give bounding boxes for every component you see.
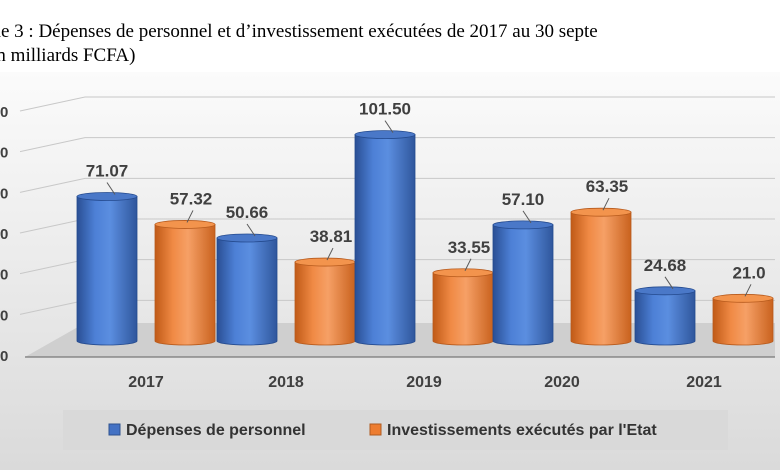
legend-box: [63, 410, 728, 450]
bar-personnel-2019-top: [354, 130, 416, 140]
gridline: [19, 96, 775, 112]
data-label: 101.50: [359, 100, 411, 119]
legend-label-personnel: Dépenses de personnel: [126, 422, 306, 439]
y-tick-label: 0: [0, 267, 8, 284]
y-axis-ticks: 0 0 0 0 0 0 0: [0, 104, 8, 365]
data-label-leader: [744, 284, 752, 297]
bar-investissements-2021: [712, 297, 774, 346]
bar-personnel-2018-top: [216, 233, 278, 243]
y-tick-label: 0: [0, 145, 8, 162]
caption-line-2: en milliards FCFA): [0, 45, 136, 66]
x-axis-labels: 2017 2018 2019 2020 2021: [128, 374, 722, 391]
data-label: 63.35: [586, 177, 629, 196]
y-tick-label: 0: [0, 348, 8, 365]
legend: Dépenses de personnel Investissements ex…: [63, 410, 728, 450]
bar-investissements-2021-top: [712, 293, 774, 303]
data-label: 24.68: [644, 256, 687, 275]
data-label: 50.66: [226, 203, 269, 222]
data-label-leader: [522, 210, 532, 224]
legend-swatch-personnel: [108, 423, 121, 436]
data-label-leader: [106, 182, 116, 195]
legend-swatch-investissements: [369, 423, 382, 436]
data-label: 33.55: [448, 238, 491, 257]
bar-personnel-2021: [634, 290, 696, 346]
bar-personnel-2017-top: [76, 192, 138, 201]
bar-investissements-2019: [432, 272, 494, 346]
bar-investissements-2020: [570, 211, 632, 346]
data-label-leader: [246, 223, 256, 237]
data-label-leader: [664, 276, 674, 290]
bar-investissements-2017-top: [154, 220, 216, 229]
data-label: 57.10: [502, 190, 545, 209]
data-labels: 71.07 57.32 50.66 38.81 101.50 33.55 57.10 63.3…: [86, 100, 766, 297]
caption-line-1: que 3 : Dépenses de personnel et d’inves…: [0, 21, 598, 42]
bar-investissements-2018-top: [294, 257, 356, 267]
y-tick-label: 0: [0, 104, 8, 121]
figure-caption: que 3 : Dépenses de personnel et d’inves…: [0, 20, 780, 72]
x-tick-label: 2021: [686, 374, 722, 391]
legend-label-investissements: Investissements exécutés par l'Etat: [387, 422, 657, 439]
data-label-leader: [384, 120, 394, 133]
bar-investissements-2019-top: [432, 268, 494, 278]
bar-personnel-2018: [216, 237, 278, 346]
x-tick-label: 2018: [268, 374, 304, 391]
data-label: 71.07: [86, 161, 129, 180]
data-label: 38.81: [310, 227, 353, 246]
data-label: 57.32: [170, 189, 213, 208]
y-tick-label: 0: [0, 185, 8, 202]
bar-investissements-2018: [294, 261, 356, 346]
bar-investissements-2017: [154, 224, 216, 346]
x-tick-label: 2019: [406, 374, 442, 391]
x-tick-label: 2017: [128, 374, 164, 391]
bars: [76, 130, 774, 346]
x-tick-label: 2020: [544, 374, 580, 391]
data-label-leader: [602, 197, 610, 211]
bar-personnel-2019: [354, 134, 416, 346]
data-label: 21.0: [732, 263, 765, 282]
y-tick-label: 0: [0, 226, 8, 243]
bar-investissements-2020-top: [570, 207, 632, 217]
bar-personnel-2020: [492, 224, 554, 346]
bar-personnel-2021-top: [634, 286, 696, 296]
bar-personnel-2020-top: [492, 220, 554, 230]
gridline: [19, 137, 775, 153]
y-tick-label: 0: [0, 307, 8, 324]
bar-personnel-2017: [76, 196, 138, 346]
gridline: [19, 177, 775, 193]
data-label-leader: [326, 247, 334, 261]
data-label-leader: [464, 258, 472, 272]
data-label-leader: [186, 210, 194, 223]
